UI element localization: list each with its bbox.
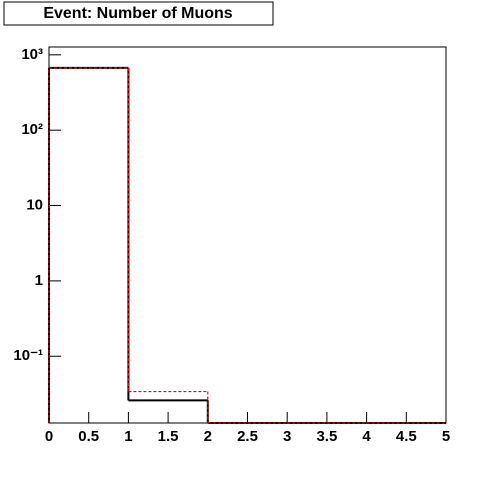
x-tick-label: 1.5: [158, 428, 179, 445]
plot-frame: [48, 46, 447, 424]
title-box: [3, 1, 274, 26]
y-tick-label: 10⁻¹: [13, 347, 43, 364]
x-tick-label: 0.5: [78, 428, 99, 445]
x-tick-label: 0: [45, 428, 53, 445]
y-tick-label: 1: [35, 272, 43, 289]
x-tick-label: 3.5: [316, 428, 337, 445]
y-tick-label: 10³: [21, 46, 43, 63]
x-tick-label: 5: [442, 428, 450, 445]
x-tick-label: 4.5: [396, 428, 417, 445]
x-tick-label: 4: [362, 428, 371, 445]
x-tick-label: 1: [124, 428, 132, 445]
x-tick-label: 2: [204, 428, 212, 445]
x-tick-label: 3: [283, 428, 291, 445]
y-tick-label: 10: [26, 196, 43, 213]
chart-title: Event: Number of Muons: [43, 5, 232, 22]
y-tick-label: 10²: [21, 121, 43, 138]
x-tick-label: 2.5: [237, 428, 258, 445]
